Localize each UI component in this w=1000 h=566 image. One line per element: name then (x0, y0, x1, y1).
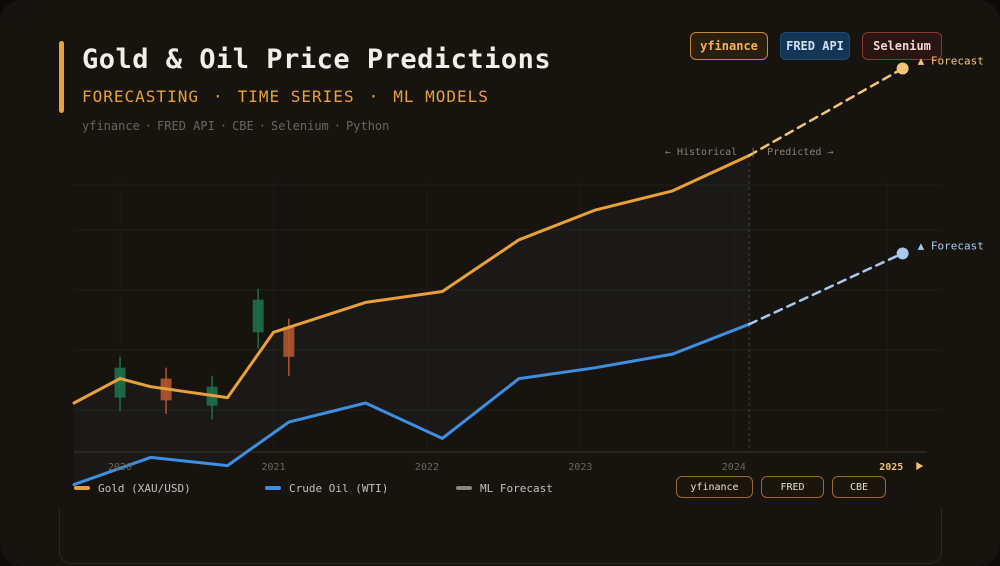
tech-separator: · (258, 119, 266, 133)
selenium-badge[interactable]: Selenium (862, 32, 942, 60)
candle-body-3 (252, 299, 264, 333)
source-fred-button[interactable]: FRED (761, 476, 824, 498)
yfinance-badge[interactable]: yfinance (690, 32, 768, 60)
candle-body-4 (283, 326, 295, 357)
subtitle: FORECASTING · TIME SERIES · ML MODELS (82, 87, 489, 106)
x-tick-2025: 2025 (879, 462, 903, 473)
oil-forecast-endpoint (896, 247, 909, 260)
candle-body-0 (114, 367, 126, 398)
oil-price-line (72, 322, 751, 487)
tech-separator: · (144, 119, 153, 133)
page-title: Gold & Oil Price Predictions (82, 44, 552, 75)
tech-cbe: CBE (232, 119, 254, 133)
tech-separator: · (219, 119, 228, 133)
divider-label-predicted: Predicted → (767, 147, 833, 158)
x-tick-2021: 2021 (261, 462, 285, 473)
tech-separator: · (333, 119, 342, 133)
subtitle-forecasting: FORECASTING (82, 87, 199, 106)
subtitle-separator: · (368, 87, 380, 106)
tech-stack-line: yfinance · FRED API · CBE · Selenium · Python (82, 119, 389, 133)
oil-forecast-line (747, 252, 904, 326)
gold-forecast-endpoint (896, 62, 909, 75)
legend-oil: Crude Oil (WTI) (265, 481, 388, 495)
tech-yfinance: yfinance (82, 119, 140, 133)
divider-label-historical: ← Historical (665, 147, 737, 158)
legend-forecast-label: ML Forecast (480, 481, 553, 495)
bottom-frame (59, 508, 942, 564)
source-yfinance-button[interactable]: yfinance (676, 476, 753, 498)
subtitle-separator: · (212, 87, 224, 106)
legend-forecast-swatch (456, 486, 472, 490)
legend-oil-label: Crude Oil (WTI) (289, 481, 389, 495)
oil-forecast-label: ▲ Forecast (918, 239, 984, 252)
gold-price-line (72, 154, 751, 405)
x-tick-2022: 2022 (415, 462, 439, 473)
fred-api-badge[interactable]: FRED API (780, 32, 850, 60)
subtitle-time-series: TIME SERIES (237, 87, 355, 106)
legend-forecast: ML Forecast (456, 481, 553, 495)
legend-gold: Gold (XAU/USD) (74, 481, 191, 495)
legend-gold-swatch (74, 486, 90, 490)
x-tick-2023: 2023 (568, 462, 592, 473)
gold-forecast-line (747, 67, 904, 157)
tech-selenium: Selenium (270, 119, 329, 133)
gold-forecast-label: ▲ Forecast (918, 54, 984, 67)
tech-fred-api: FRED API (157, 119, 215, 133)
divider-label-separator: | (750, 147, 756, 158)
future-arrow-icon (916, 462, 924, 470)
title-accent-bar (59, 41, 64, 113)
legend-gold-label: Gold (XAU/USD) (98, 481, 191, 495)
source-cbe-button[interactable]: CBE (832, 476, 886, 498)
series-gap-band (74, 155, 750, 485)
x-tick-2024: 2024 (722, 462, 746, 473)
x-tick-2020: 2020 (108, 462, 132, 473)
subtitle-ml-models: ML MODELS (393, 87, 489, 106)
tech-python: Python (346, 119, 390, 133)
legend-oil-swatch (265, 486, 281, 490)
